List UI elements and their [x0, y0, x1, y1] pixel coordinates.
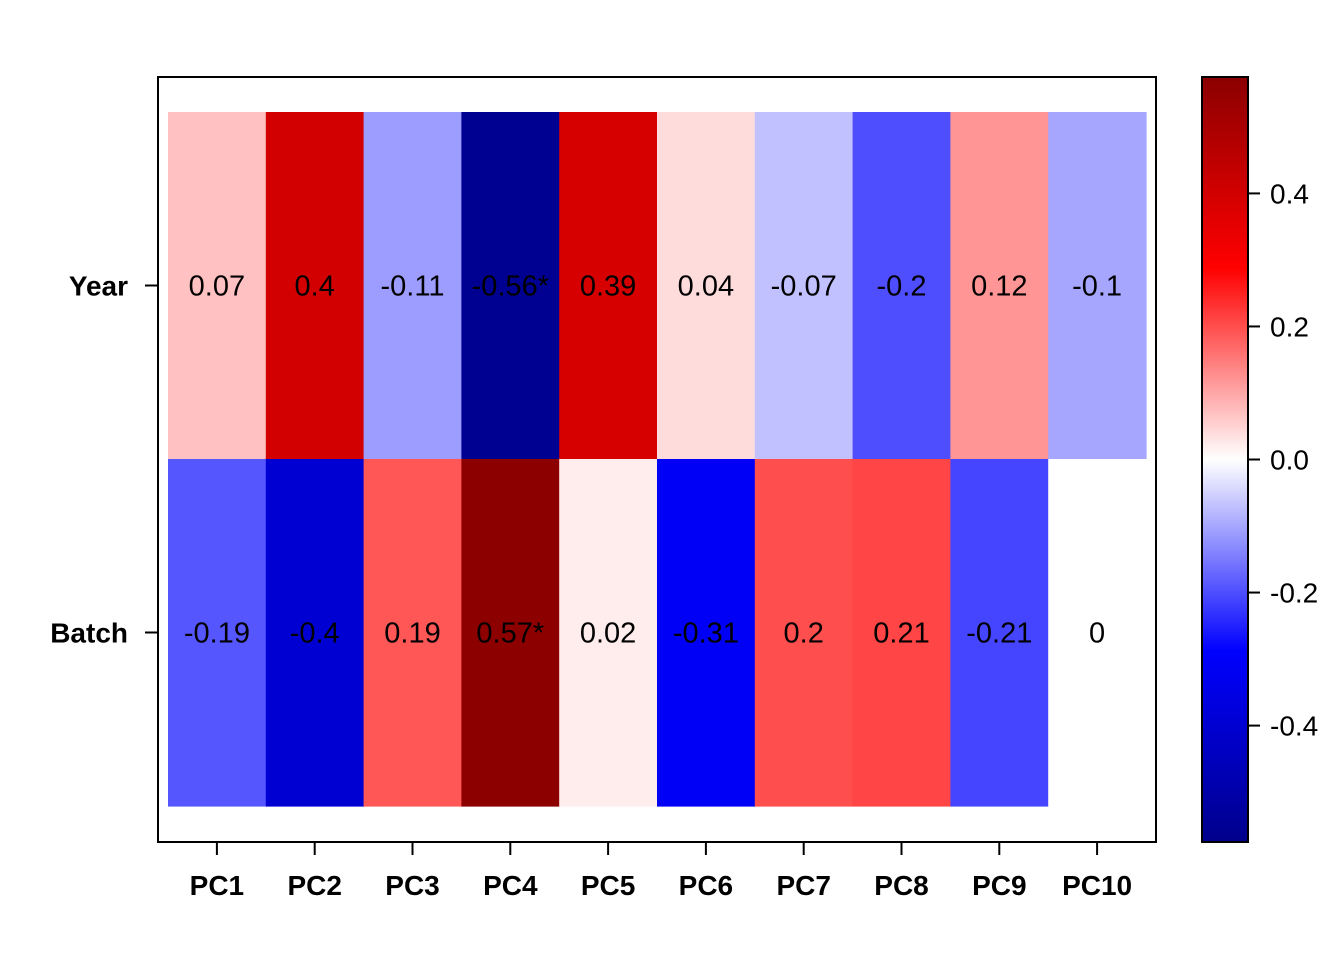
heatmap-cell-year-pc4: [461, 112, 560, 460]
heatmap-cell-batch-pc6: [657, 459, 756, 807]
cell-value-label: 0.57*: [476, 618, 544, 650]
cell-value-label: -0.07: [771, 271, 837, 303]
heatmap-cell-batch-pc8: [852, 459, 951, 807]
cell-value-label: 0.12: [971, 271, 1027, 303]
colorbar-tick-label: 0.4: [1270, 178, 1309, 209]
column-label-pc6: PC6: [679, 870, 733, 901]
cell-value-label: -0.31: [673, 618, 739, 650]
colorbar-tick-label: -0.2: [1270, 578, 1318, 609]
cell-value-label: -0.19: [184, 618, 250, 650]
heatmap-cell-year-pc1: [168, 112, 267, 460]
column-label-pc10: PC10: [1062, 870, 1132, 901]
heatmap-cell-batch-pc1: [168, 459, 267, 807]
heatmap-cell-year-pc6: [657, 112, 756, 460]
column-label-pc9: PC9: [972, 870, 1026, 901]
heatmap-cell-batch-pc4: [461, 459, 560, 807]
cell-value-label: 0.04: [678, 271, 734, 303]
cell-value-label: -0.2: [877, 271, 927, 303]
heatmap-cell-batch-pc5: [559, 459, 658, 807]
heatmap-cell-year-pc8: [852, 112, 951, 460]
cell-value-label: 0.2: [784, 618, 824, 650]
heatmap-cell-labels: 0.07 0.4 -0.11 -0.56* 0.39 0.04 -0.07 -0.2 0.12 -…: [184, 271, 1122, 650]
column-label-pc4: PC4: [483, 870, 538, 901]
row-axis: Year Batch: [50, 271, 158, 649]
column-label-pc1: PC1: [190, 870, 244, 901]
colorbar-tick-label: -0.4: [1270, 711, 1318, 742]
heatmap-cell-batch-pc2: [265, 459, 365, 807]
cell-value-label: 0.21: [873, 618, 929, 650]
column-label-pc8: PC8: [874, 870, 928, 901]
cell-value-label: -0.11: [381, 271, 445, 303]
heatmap-cell-year-pc7: [754, 112, 854, 460]
colorbar-tick-label: 0.0: [1270, 445, 1309, 476]
heatmap-cell-batch-pc7: [754, 459, 854, 807]
heatmap-cell-batch-pc9: [950, 459, 1049, 807]
heatmap-cells: [168, 112, 1147, 807]
heatmap-cell-year-pc9: [950, 112, 1049, 460]
cell-value-label: -0.21: [966, 618, 1032, 650]
heatmap-cell-batch-pc3: [363, 459, 462, 807]
cell-value-label: 0.02: [580, 618, 636, 650]
colorbar-gradient: [1201, 76, 1249, 843]
cell-value-label: -0.56*: [472, 271, 549, 303]
cell-value-label: 0.4: [295, 271, 335, 303]
plot-frame: [157, 76, 1157, 843]
heatmap-cell-year-pc5: [559, 112, 658, 460]
cell-value-label: 0.39: [580, 271, 636, 303]
row-label-year: Year: [69, 271, 128, 302]
cell-value-label: 0.07: [189, 271, 245, 303]
cell-value-label: -0.1: [1072, 271, 1122, 303]
column-label-pc7: PC7: [776, 870, 830, 901]
row-label-batch: Batch: [50, 618, 128, 649]
cell-value-label: 0: [1089, 618, 1105, 650]
heatmap-cell-batch-pc10: [1048, 459, 1147, 807]
column-label-pc5: PC5: [581, 870, 635, 901]
column-axis: PC1 PC2 PC3 PC4 PC5 PC6 PC7 PC8 PC9 PC10: [190, 842, 1132, 901]
heatmap-cell-year-pc3: [363, 112, 462, 460]
colorbar: 0.4 0.2 0.0 -0.2 -0.4: [1201, 76, 1318, 843]
column-label-pc3: PC3: [385, 870, 439, 901]
cell-value-label: 0.19: [384, 618, 440, 650]
heatmap-cell-year-pc2: [265, 112, 365, 460]
cell-value-label: -0.4: [290, 618, 340, 650]
column-label-pc2: PC2: [287, 870, 341, 901]
colorbar-tick-label: 0.2: [1270, 311, 1309, 342]
heatmap-cell-year-pc10: [1048, 112, 1147, 460]
